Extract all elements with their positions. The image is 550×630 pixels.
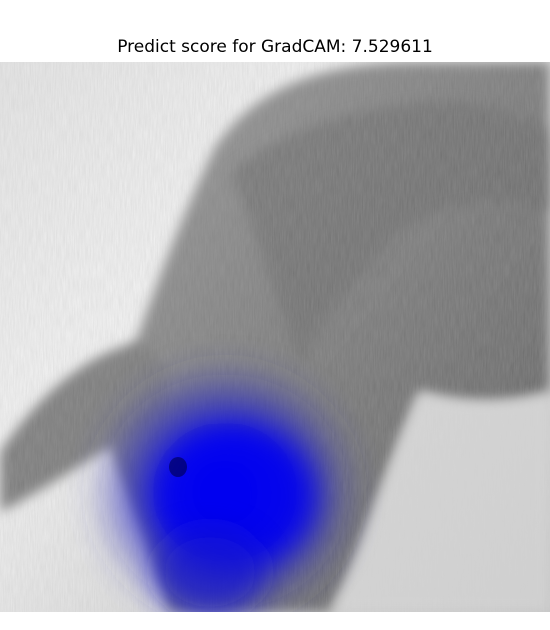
gradcam-image: [0, 62, 550, 612]
figure-title: Predict score for GradCAM: 7.529611: [117, 37, 433, 57]
heatmap-lower: [155, 527, 265, 612]
dog-eye: [169, 457, 187, 477]
floor-right: [330, 392, 550, 612]
dog-photo-heatmap: [0, 62, 550, 612]
